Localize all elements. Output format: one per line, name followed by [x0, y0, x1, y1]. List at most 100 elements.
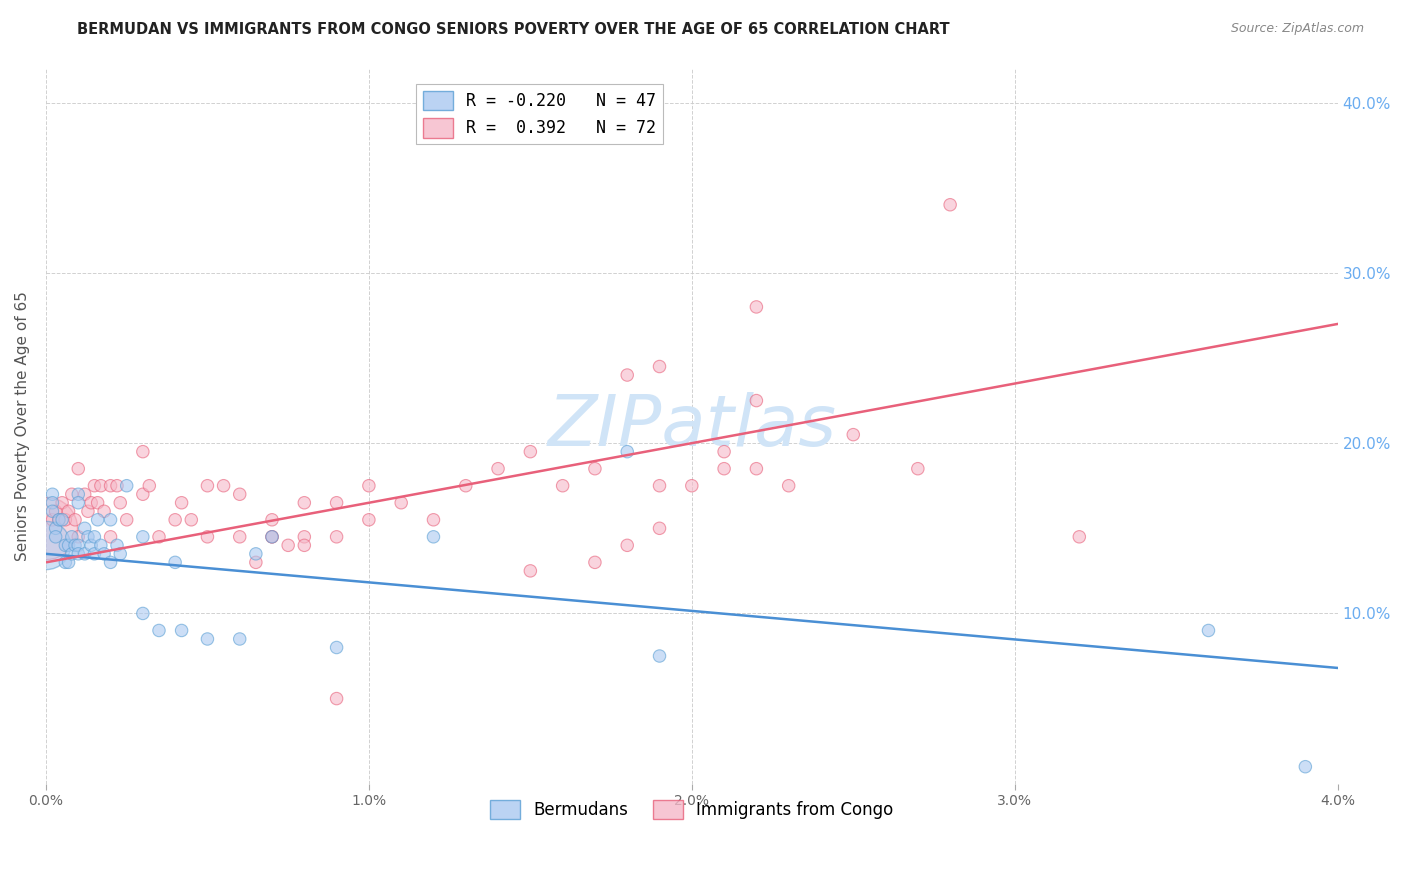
Point	[132, 487, 155, 501]
Point	[53, 538, 76, 552]
Point	[260, 513, 283, 527]
Point	[939, 198, 962, 212]
Point	[132, 607, 155, 621]
Point	[245, 547, 267, 561]
Point	[41, 504, 63, 518]
Point	[212, 479, 235, 493]
Point	[45, 504, 67, 518]
Point	[583, 555, 606, 569]
Point	[53, 513, 76, 527]
Point	[83, 530, 105, 544]
Point	[292, 530, 315, 544]
Point	[1069, 530, 1091, 544]
Point	[67, 530, 90, 544]
Point	[357, 479, 380, 493]
Text: ZIPatlas: ZIPatlas	[547, 392, 837, 460]
Point	[486, 461, 509, 475]
Point	[110, 496, 132, 510]
Point	[228, 632, 250, 646]
Point	[260, 530, 283, 544]
Point	[73, 487, 96, 501]
Point	[67, 547, 90, 561]
Point	[58, 555, 80, 569]
Point	[422, 513, 444, 527]
Point	[648, 521, 671, 535]
Point	[132, 444, 155, 458]
Point	[105, 479, 128, 493]
Point	[100, 530, 122, 544]
Point	[583, 461, 606, 475]
Point	[45, 521, 67, 535]
Point	[132, 530, 155, 544]
Point	[325, 530, 347, 544]
Point	[180, 513, 202, 527]
Point	[325, 691, 347, 706]
Point	[110, 547, 132, 561]
Point	[778, 479, 800, 493]
Point	[80, 496, 103, 510]
Point	[277, 538, 299, 552]
Point	[842, 427, 865, 442]
Point	[86, 496, 108, 510]
Point	[681, 479, 703, 493]
Point	[357, 513, 380, 527]
Point	[170, 624, 193, 638]
Point	[93, 504, 115, 518]
Point	[745, 461, 768, 475]
Legend: Bermudans, Immigrants from Congo: Bermudans, Immigrants from Congo	[484, 793, 900, 825]
Point	[90, 479, 112, 493]
Point	[325, 640, 347, 655]
Point	[148, 624, 170, 638]
Point	[100, 555, 122, 569]
Point	[745, 393, 768, 408]
Point	[115, 513, 138, 527]
Point	[35, 521, 58, 535]
Point	[260, 530, 283, 544]
Point	[73, 521, 96, 535]
Point	[197, 632, 219, 646]
Point	[907, 461, 929, 475]
Point	[228, 530, 250, 544]
Point	[648, 359, 671, 374]
Point	[648, 648, 671, 663]
Point	[292, 496, 315, 510]
Point	[713, 461, 735, 475]
Point	[63, 513, 86, 527]
Point	[519, 444, 541, 458]
Point	[60, 547, 83, 561]
Point	[63, 538, 86, 552]
Point	[165, 555, 187, 569]
Point	[713, 444, 735, 458]
Point	[86, 513, 108, 527]
Point	[325, 496, 347, 510]
Point	[148, 530, 170, 544]
Point	[616, 444, 638, 458]
Point	[67, 461, 90, 475]
Point	[745, 300, 768, 314]
Point	[80, 538, 103, 552]
Point	[41, 513, 63, 527]
Point	[197, 530, 219, 544]
Point	[454, 479, 477, 493]
Point	[1198, 624, 1220, 638]
Point	[228, 487, 250, 501]
Point	[60, 487, 83, 501]
Point	[245, 555, 267, 569]
Point	[73, 547, 96, 561]
Point	[551, 479, 574, 493]
Point	[93, 547, 115, 561]
Text: Source: ZipAtlas.com: Source: ZipAtlas.com	[1230, 22, 1364, 36]
Y-axis label: Seniors Poverty Over the Age of 65: Seniors Poverty Over the Age of 65	[15, 291, 30, 561]
Point	[51, 513, 73, 527]
Point	[292, 538, 315, 552]
Point	[58, 504, 80, 518]
Point	[53, 555, 76, 569]
Point	[45, 530, 67, 544]
Point	[48, 513, 70, 527]
Point	[616, 538, 638, 552]
Point	[100, 479, 122, 493]
Point	[100, 513, 122, 527]
Point	[35, 538, 58, 552]
Point	[60, 530, 83, 544]
Point	[67, 496, 90, 510]
